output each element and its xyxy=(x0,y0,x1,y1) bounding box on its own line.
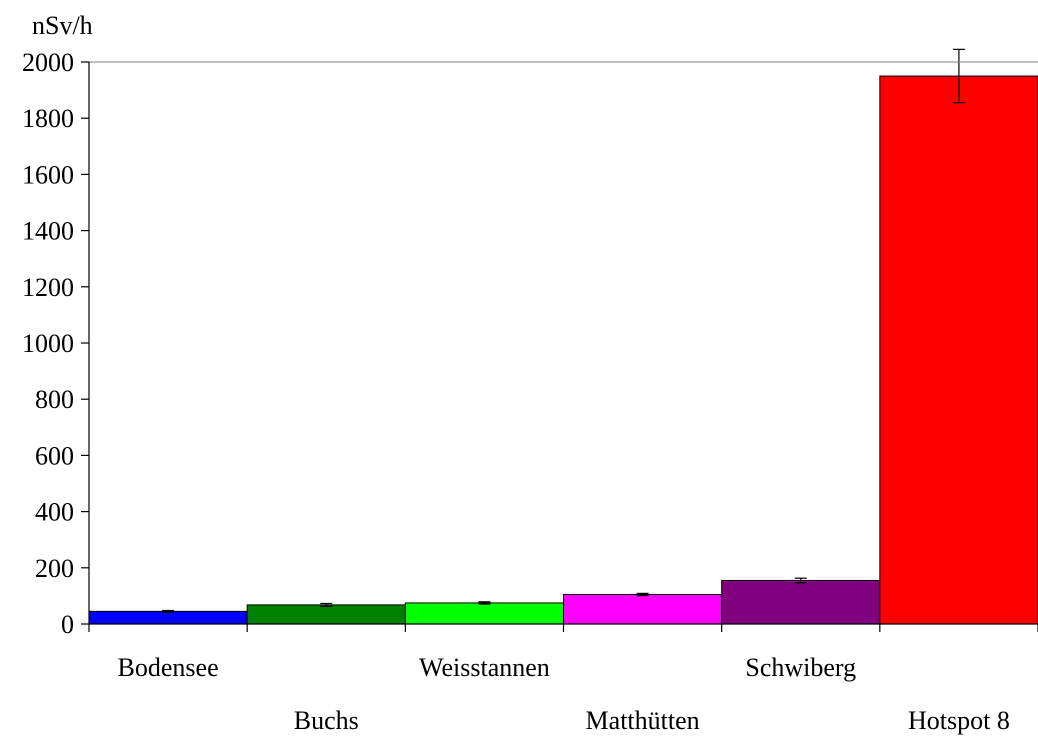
y-tick-label: 400 xyxy=(35,498,74,527)
bar-weisstannen xyxy=(404,602,565,625)
y-tick-label: 1800 xyxy=(22,104,74,133)
y-axis-ticks: 0 200 400 600 800 1000 1200 1400 1600 1800 2000 xyxy=(22,48,89,639)
bar-matth-tten xyxy=(563,593,723,625)
bar-schwiberg xyxy=(721,579,881,625)
category-label: Matthütten xyxy=(586,706,700,735)
y-axis-unit-label: nSv/h xyxy=(32,11,93,40)
y-tick-label: 1400 xyxy=(22,217,74,246)
y-tick-label: 1200 xyxy=(22,273,74,302)
axes xyxy=(88,61,1038,632)
bars xyxy=(88,75,1038,625)
y-tick-label: 0 xyxy=(61,610,74,639)
y-tick-label: 200 xyxy=(35,554,74,583)
category-label: Weisstannen xyxy=(419,653,550,682)
y-tick-label: 800 xyxy=(35,385,74,414)
category-label: Buchs xyxy=(294,706,359,735)
category-label: Hotspot 8 xyxy=(908,706,1010,735)
y-tick-label: 1600 xyxy=(22,160,74,189)
y-tick-label: 600 xyxy=(35,441,74,470)
error-bars xyxy=(162,48,965,613)
bar-buchs xyxy=(246,604,406,625)
y-tick-label: 1000 xyxy=(22,329,74,358)
bar-hotspot-8 xyxy=(879,75,1038,625)
category-label: Schwiberg xyxy=(745,653,856,682)
category-label: Bodensee xyxy=(118,653,219,682)
category-labels: Bodensee Buchs Weisstannen Matthütten Schwib… xyxy=(118,653,1010,735)
bar-bodensee xyxy=(88,610,248,625)
y-tick-label: 2000 xyxy=(22,48,74,77)
